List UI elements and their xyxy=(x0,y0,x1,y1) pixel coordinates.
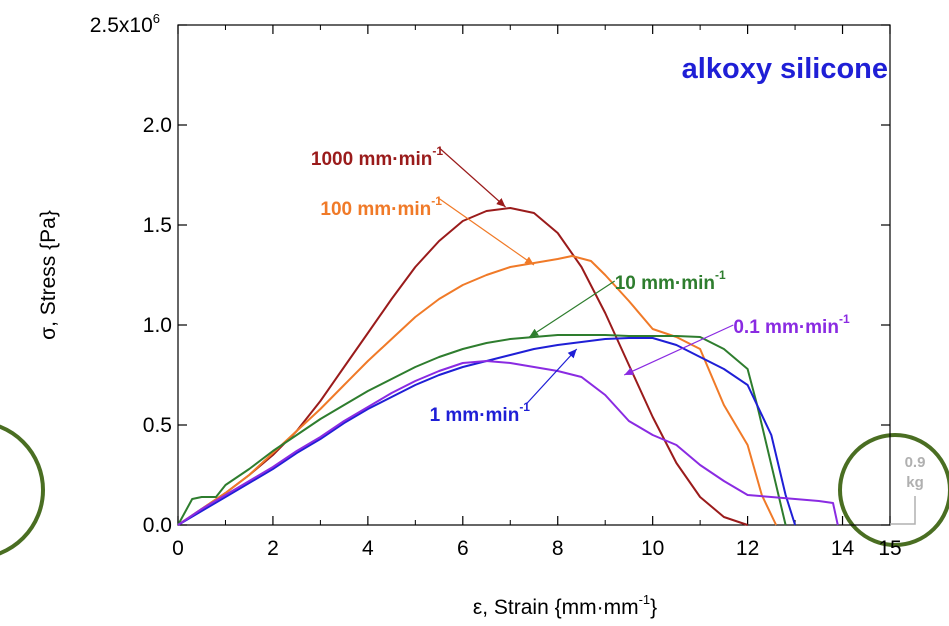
series-line-4 xyxy=(178,361,838,525)
chart-title: alkoxy silicone xyxy=(682,53,888,85)
x-tick-label: 0 xyxy=(172,537,184,560)
weight-unit: kg xyxy=(906,474,924,491)
x-axis-label: ε, Strain {mm·mm-1} xyxy=(473,592,657,619)
plot-frame xyxy=(178,25,890,525)
x-tick-label: 2 xyxy=(267,537,279,560)
y-tick-exponent: 6 xyxy=(153,11,160,26)
axis-ticks: 0 2 4 6 8 10 12 14 15 0.0 0.5 1.0 1.5 2.0 2.5x106 xyxy=(90,11,902,560)
y-tick-label: 0.5 xyxy=(143,414,172,437)
weight-value: 0.9 xyxy=(905,454,926,471)
series-arrow-0 xyxy=(439,148,505,207)
annotation-layer: 1000 mm·min-1 100 mm·min-1 10 mm·min-1 1 mm… xyxy=(311,144,850,426)
series-label-3: 1 mm·min-1 xyxy=(430,400,531,426)
series-label-0: 1000 mm·min-1 xyxy=(311,144,443,170)
series-arrow-2 xyxy=(529,281,614,337)
weight-side-label: 0.9 kg xyxy=(890,454,925,524)
left-highlight-circle xyxy=(0,422,43,558)
x-axis-label-sup: -1 xyxy=(639,592,651,607)
weight-bracket xyxy=(890,496,915,524)
right-highlight-circle xyxy=(840,435,949,545)
series-layer xyxy=(178,208,838,525)
y-tick-label: 2.0 xyxy=(143,114,172,137)
x-axis-label-main: ε, Strain {mm·mm xyxy=(473,596,639,619)
y-tick-label: 2.5x106 xyxy=(90,11,160,37)
x-tick-label: 14 xyxy=(831,537,855,560)
y-tick-label: 0.0 xyxy=(143,514,172,537)
x-tick-label: 10 xyxy=(641,537,664,560)
series-line-1 xyxy=(178,256,776,525)
y-axis-label: σ, Stress {Pa} xyxy=(37,210,60,340)
x-tick-label: 12 xyxy=(736,537,759,560)
x-tick-label: 6 xyxy=(457,537,469,560)
x-tick-label: 15 xyxy=(878,537,901,560)
x-tick-label: 8 xyxy=(552,537,564,560)
series-line-3 xyxy=(178,338,795,525)
y-tick-label: 1.0 xyxy=(143,314,172,337)
series-label-1: 100 mm·min-1 xyxy=(320,194,442,220)
y-tick-label: 1.5 xyxy=(143,214,172,237)
series-arrow-4 xyxy=(624,325,733,375)
series-arrow-3 xyxy=(526,349,576,404)
x-tick-label: 4 xyxy=(362,537,374,560)
series-label-2: 10 mm·min-1 xyxy=(615,268,726,294)
x-axis-label-tail: } xyxy=(650,596,657,619)
series-label-4: 0.1 mm·min-1 xyxy=(733,312,850,338)
series-arrow-1 xyxy=(438,198,534,265)
series-line-2 xyxy=(178,335,786,525)
